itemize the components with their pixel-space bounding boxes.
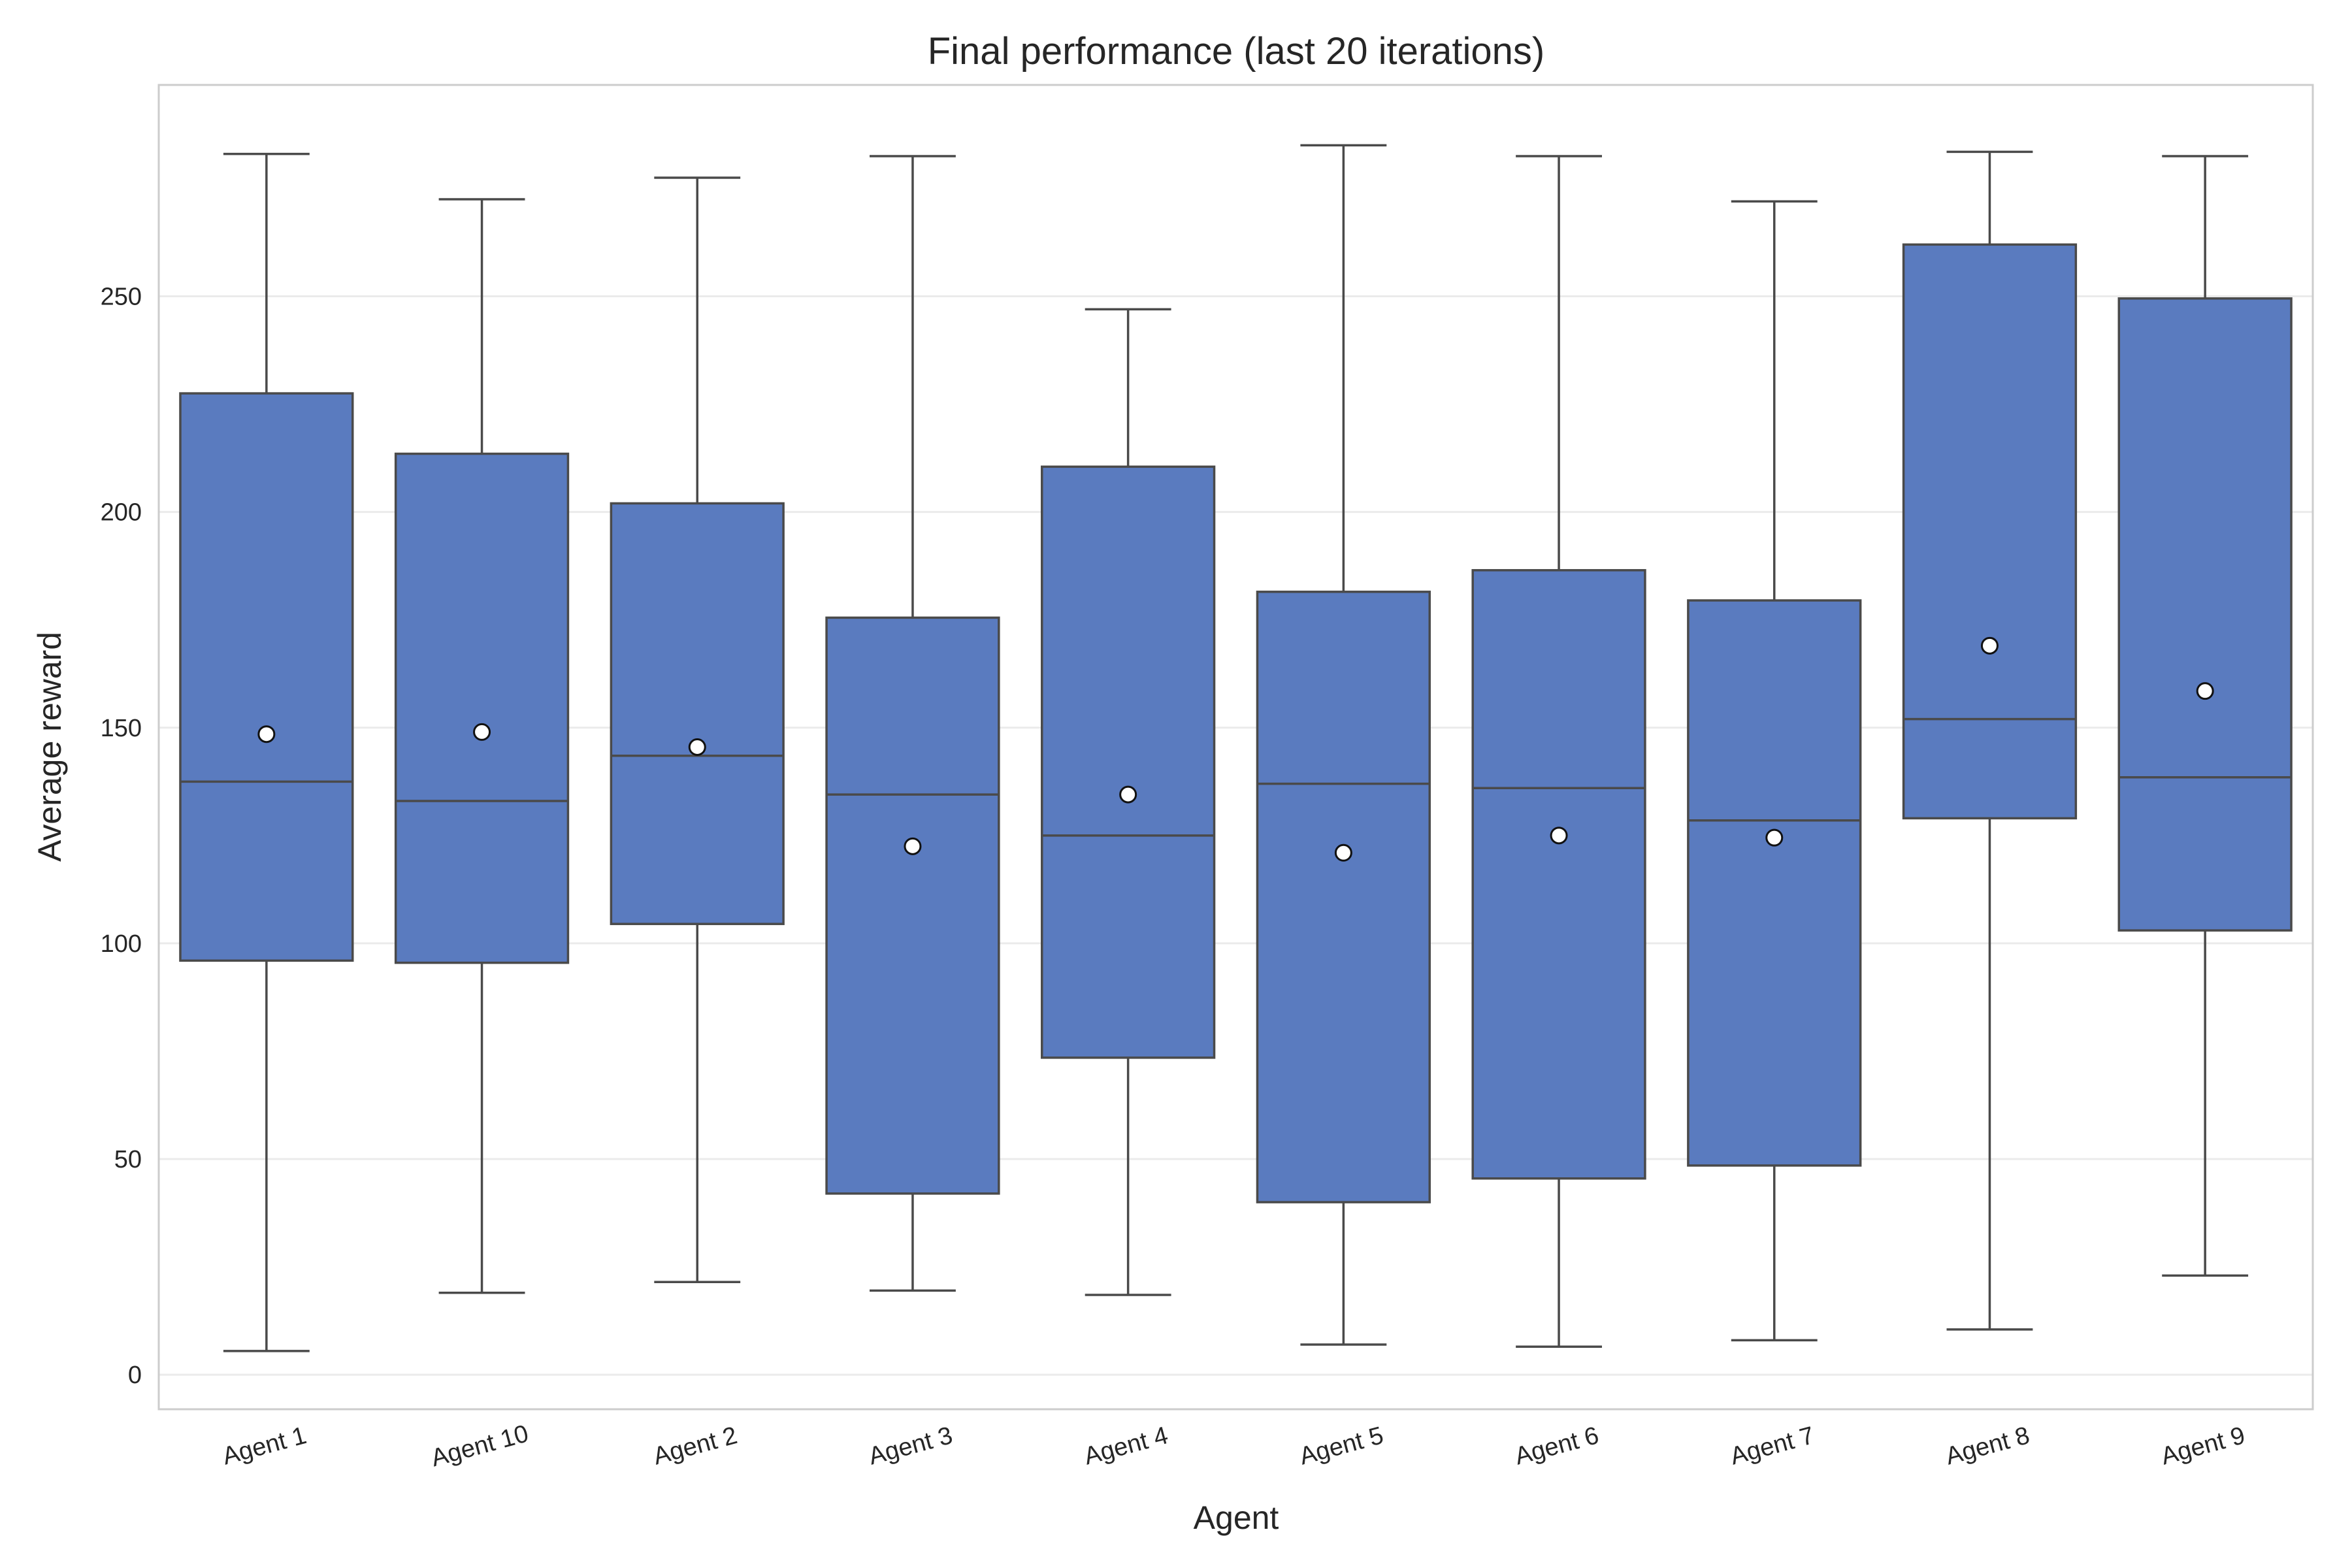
- iqr-box: [1902, 243, 2078, 820]
- iqr-box: [825, 616, 1000, 1195]
- box-agent-1: [179, 152, 354, 1352]
- iqr-box: [1256, 591, 1431, 1203]
- box-agent-7: [1687, 200, 1862, 1342]
- mean-marker: [688, 738, 706, 756]
- mean-marker: [1765, 828, 1784, 847]
- box-agent-3: [825, 155, 1000, 1292]
- boxes: [179, 144, 2293, 1352]
- mean-marker: [1334, 843, 1352, 862]
- mean-marker: [904, 837, 922, 855]
- box-agent-8: [1902, 150, 2078, 1331]
- y-tick-label: 200: [101, 499, 142, 527]
- mean-marker: [1980, 636, 1999, 655]
- iqr-box: [1041, 465, 1216, 1059]
- iqr-box: [1687, 599, 1862, 1167]
- iqr-box: [179, 392, 354, 962]
- x-axis-label: Agent: [1194, 1499, 1279, 1536]
- chart-title: Final performance (last 20 iterations): [928, 30, 1545, 73]
- mean-marker: [257, 725, 276, 743]
- y-tick-labels: 0 50 100 150 200 250: [101, 284, 142, 1390]
- mean-marker: [2196, 682, 2214, 700]
- iqr-box: [610, 502, 785, 925]
- box-agent-6: [1471, 155, 1646, 1348]
- mean-marker: [1550, 826, 1568, 845]
- iqr-box: [394, 452, 570, 964]
- iqr-box: [1471, 569, 1646, 1180]
- box-agent-5: [1256, 144, 1431, 1346]
- box-agent-10: [394, 198, 570, 1294]
- y-tick-label: 250: [101, 284, 142, 311]
- y-tick-label: 50: [114, 1146, 142, 1173]
- mean-marker: [473, 723, 491, 741]
- box-agent-2: [610, 176, 785, 1283]
- y-axis-label: Average reward: [31, 632, 68, 862]
- y-tick-label: 100: [101, 930, 142, 958]
- y-tick-label: 0: [128, 1362, 142, 1389]
- plot-area-frame: [157, 84, 2314, 1411]
- iqr-box: [2117, 297, 2293, 932]
- box-agent-9: [2117, 155, 2293, 1277]
- mean-marker: [1119, 785, 1137, 804]
- y-tick-label: 150: [101, 715, 142, 742]
- box-agent-4: [1041, 308, 1216, 1296]
